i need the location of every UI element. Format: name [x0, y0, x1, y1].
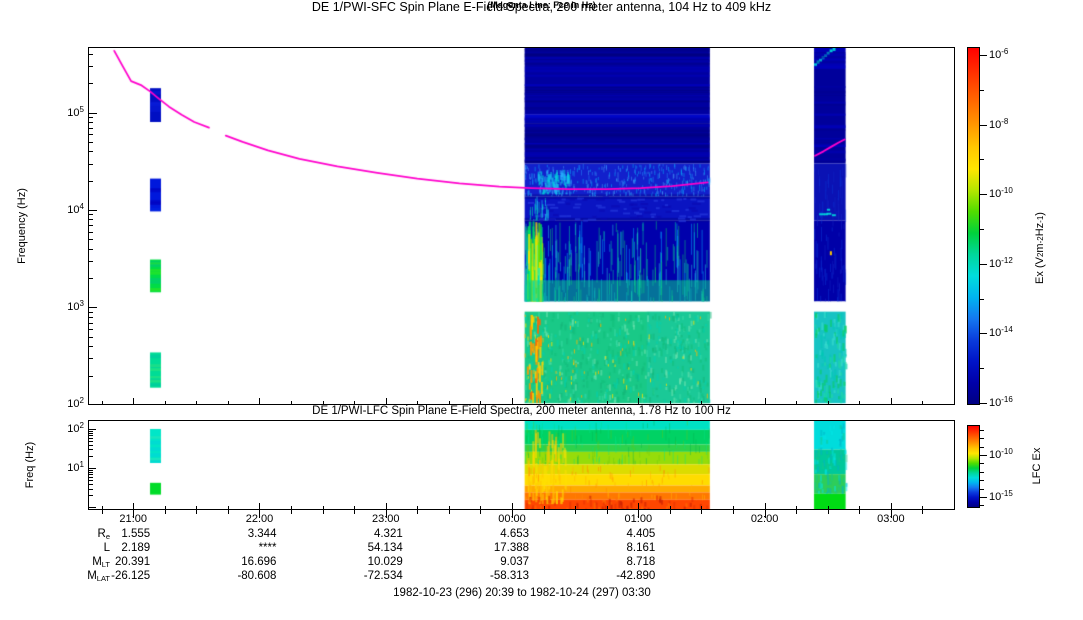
time-tick-label: 02:00	[750, 513, 779, 525]
lfc-spectrogram-canvas	[89, 421, 954, 509]
lfc-cbar-tick-label: 10-10	[989, 447, 1013, 461]
lfc-cbar-tick-label: 10-15	[989, 489, 1013, 503]
ephemeris-value: -72.534	[363, 570, 403, 582]
sfc-cbar-tick-label: 10-12	[989, 255, 1013, 270]
time-tick-label: 21:00	[119, 513, 147, 525]
sfc-spectrogram-canvas	[89, 48, 954, 404]
ephemeris-value: 1.555	[121, 528, 151, 540]
ephemeris-value: -26.125	[111, 570, 151, 582]
time-tick-label: 00:00	[498, 513, 526, 525]
sfc-cbar-tick-label: 10-8	[989, 116, 1009, 131]
ephemeris-value: 10.029	[367, 556, 403, 568]
sfc-cbar-tick-label: 10-6	[989, 47, 1009, 61]
lfc-colorbar-label: LFC Ex	[1031, 447, 1043, 485]
sfc-ytick-label: 103	[67, 299, 84, 314]
sfc-cbar-tick-label: 10-16	[989, 395, 1013, 409]
ephemeris-value: -80.608	[237, 570, 277, 582]
sfc-cbar-tick-label: 10-14	[989, 325, 1013, 340]
lfc-colorbar	[967, 425, 980, 508]
sfc-colorbar	[967, 47, 980, 405]
ephemeris-value: 4.321	[373, 528, 403, 540]
sfc-ytick-label: 105	[67, 104, 84, 119]
time-tick-label: 03:00	[877, 513, 905, 525]
sfc-ytick-label: 102	[67, 396, 84, 410]
ephemeris-value: 4.405	[626, 528, 656, 540]
ephemeris-value: 54.134	[367, 542, 403, 554]
ephemeris-value: 9.037	[500, 556, 530, 568]
ephemeris-value: 3.344	[247, 528, 277, 540]
time-tick-label: 23:00	[371, 513, 400, 525]
figure-title: DE 1/PWI-SFC Spin Plane E-Field Spectra,…	[311, 0, 772, 14]
figure-subtitle: (Magenta Line: Fce in Hz)	[487, 0, 596, 10]
ephemeris-value: 2.189	[121, 542, 151, 554]
ephemeris-value: -42.890	[616, 570, 656, 582]
time-tick-label: 01:00	[624, 513, 653, 525]
ephemeris-row-label: MLAT	[87, 570, 110, 583]
sfc-ytick-label: 104	[67, 201, 84, 216]
ephemeris-value: 8.161	[626, 542, 656, 554]
ephemeris-value: 17.388	[493, 542, 530, 554]
ephemeris-row-label: MLT	[92, 556, 110, 569]
ephemeris-value: 8.718	[626, 556, 656, 568]
ephemeris-value: -58.313	[490, 570, 530, 582]
ephemeris-row-label: Re	[97, 528, 110, 541]
sfc-y-axis-label: Frequency (Hz)	[16, 188, 28, 264]
lfc-y-axis-label: Freq (Hz)	[24, 441, 36, 489]
lfc-panel-title: DE 1/PWI-LFC Spin Plane E-Field Spectra,…	[312, 405, 731, 417]
lfc-ytick-label: 101	[67, 460, 84, 475]
sfc-cbar-tick-label: 10-10	[989, 186, 1013, 201]
sfc-colorbar-label: Ex (V 2 m -2 Hz -1)	[1034, 212, 1046, 284]
time-tick-label: 22:00	[245, 513, 274, 525]
ephemeris-value: ****	[258, 542, 277, 554]
date-range: 1982-10-23 (296) 20:39 to 1982-10-24 (29…	[393, 587, 651, 599]
ephemeris-value: 16.696	[241, 556, 277, 568]
ephemeris-row-label: L	[103, 542, 110, 554]
lfc-ytick-label: 102	[67, 420, 84, 435]
ephemeris-value: 4.653	[500, 528, 530, 540]
ephemeris-value: 20.391	[115, 556, 151, 568]
